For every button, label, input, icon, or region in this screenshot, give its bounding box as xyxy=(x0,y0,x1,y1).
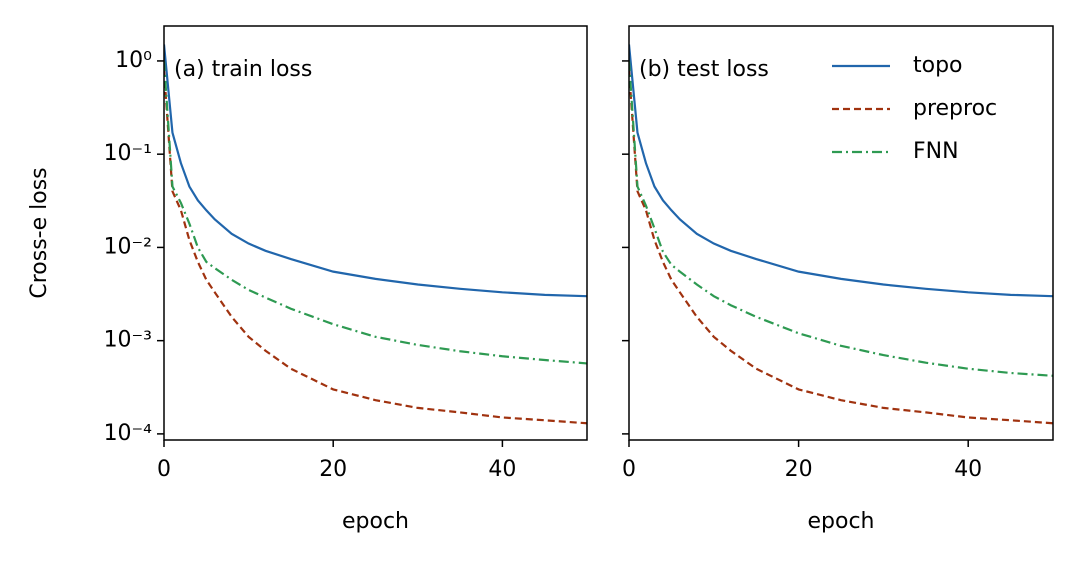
annotation: (a) train loss xyxy=(174,57,312,82)
legend-label: preproc xyxy=(913,96,997,121)
y-tick-label: 10⁻¹ xyxy=(104,141,152,166)
x-tick-label: 40 xyxy=(488,457,516,482)
x-tick-label: 0 xyxy=(157,457,171,482)
line-series xyxy=(164,60,587,365)
y-tick-label: 10⁻² xyxy=(104,234,152,259)
y-tick-label: 10⁻³ xyxy=(104,328,152,353)
y-tick-label: 10⁻⁴ xyxy=(104,421,153,446)
legend-label: topo xyxy=(913,53,963,78)
line-series xyxy=(629,69,1053,425)
axes-frame xyxy=(163,25,588,441)
line-series xyxy=(629,60,1053,377)
x-axis-label: epoch xyxy=(808,509,875,534)
axes-frame xyxy=(628,25,1054,441)
y-tick-label: 10⁰ xyxy=(115,48,152,73)
x-tick-label: 0 xyxy=(622,457,636,482)
annotation: (b) test loss xyxy=(639,57,769,82)
x-tick-label: 40 xyxy=(954,457,982,482)
x-tick-label: 20 xyxy=(319,457,347,482)
legend-label: FNN xyxy=(913,139,959,164)
y-axis-label: Cross-e loss xyxy=(27,167,52,298)
line-series xyxy=(164,69,587,425)
x-tick-label: 20 xyxy=(785,457,813,482)
line-series xyxy=(164,44,587,298)
line-series xyxy=(629,44,1053,298)
x-axis-label: epoch xyxy=(342,509,409,534)
